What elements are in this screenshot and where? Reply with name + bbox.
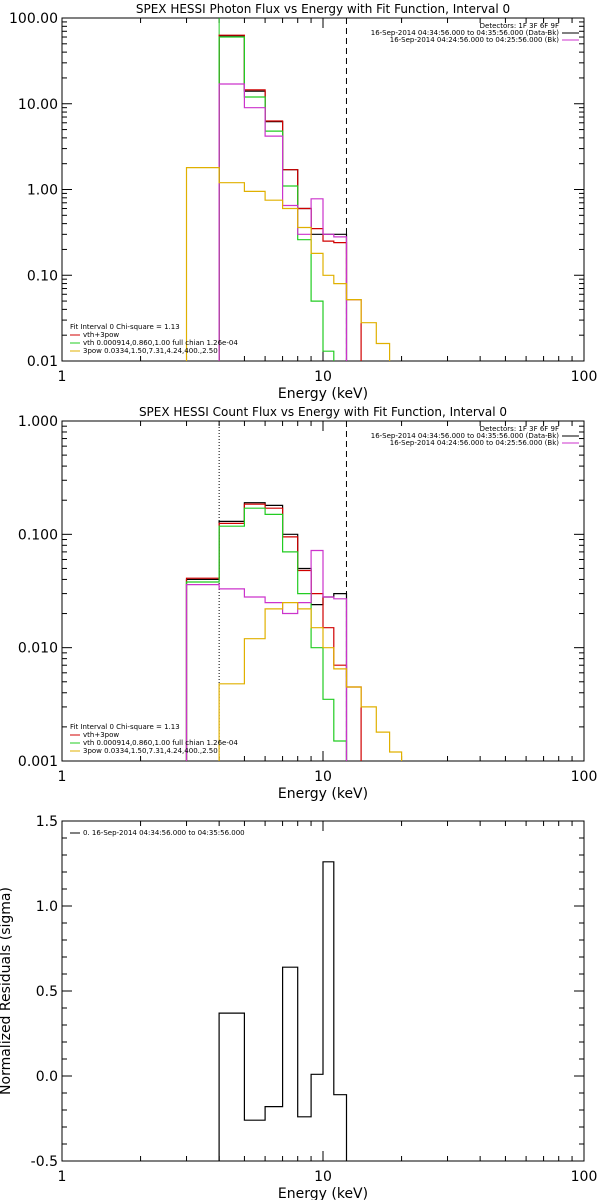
series-black-step — [218, 861, 348, 1161]
chart-residuals: 1 10 100 1.5 1.0 0.5 0.0 -0.5 Energy (keV) Normal… — [0, 814, 598, 1202]
legend-entry: 3pow 0.0334,1.50,7.31,4.24,400.,2.50 — [83, 347, 218, 355]
legend-entry: 3pow 0.0334,1.50,7.31,4.24,400.,2.50 — [83, 747, 218, 755]
x-tick-label: 1 — [58, 769, 67, 785]
chart-title: SPEX HESSI Count Flux vs Energy with Fit… — [139, 405, 507, 419]
legend-entry: vth+3pow — [83, 331, 119, 339]
header-text: 16-Sep-2014 04:34:56.000 to 04:35:56.000… — [371, 29, 560, 37]
series-yellow-step — [218, 602, 403, 761]
legend-entry: vth+3pow — [83, 731, 119, 739]
x-axis-label: Energy (keV) — [278, 1186, 368, 1200]
header-text: Detectors: 1F 3F 6F 9F — [480, 425, 559, 433]
y-tick-label: 10.00 — [18, 97, 58, 113]
header-text: 16-Sep-2014 04:24:56.000 to 04:25:56.000… — [390, 439, 560, 447]
legend-title: Fit Interval 0 Chi-square = 1.13 — [70, 723, 180, 731]
y-tick-label: 1.00 — [27, 183, 58, 199]
series-yellow-step — [185, 167, 391, 361]
x-tick-label: 100 — [571, 1169, 598, 1185]
x-tick-label: 100 — [571, 769, 598, 785]
series-green-step — [185, 507, 348, 761]
header-text: Detectors: 1F 3F 6F 9F — [480, 22, 559, 30]
plot-area — [218, 861, 348, 1161]
chart-title: SPEX HESSI Photon Flux vs Energy with Fi… — [136, 2, 510, 16]
y-tick-label: 1.5 — [36, 814, 58, 830]
header-text: 16-Sep-2014 04:34:56.000 to 04:35:56.000… — [371, 432, 560, 440]
plot-area — [185, 421, 403, 761]
legend-entry: vth 0.000914,0.860,1.00 full chian 1.26e… — [83, 339, 238, 347]
y-tick-label: 1.0 — [36, 899, 58, 915]
series-magenta-step — [185, 549, 348, 761]
chart-photon: 1 10 100 100.00 10.00 1.00 0.10 0.01 SPEX HESSI … — [9, 2, 597, 402]
y-tick-label: 0.0 — [36, 1069, 58, 1085]
y-tick-label: -0.5 — [31, 1154, 58, 1170]
y-tick-label: 0.001 — [18, 754, 58, 770]
y-tick-label: 0.10 — [27, 268, 58, 284]
series-red-step — [185, 503, 362, 761]
x-axis-label: Energy (keV) — [278, 786, 368, 802]
x-tick-label: 10 — [314, 1169, 332, 1185]
x-tick-label: 10 — [314, 369, 332, 385]
y-tick-label: 1.000 — [18, 414, 58, 430]
legend-title: Fit Interval 0 Chi-square = 1.13 — [70, 323, 180, 331]
y-tick-label: 100.00 — [9, 11, 58, 27]
header-text: 16-Sep-2014 04:24:56.000 to 04:25:56.000… — [390, 36, 560, 44]
chart-count: 1 10 100 1.000 0.100 0.010 0.001 SPEX HESSI Cou… — [18, 405, 597, 802]
x-tick-label: 10 — [314, 769, 332, 785]
y-tick-label: 0.010 — [18, 641, 58, 657]
legend-entry: 0. 16-Sep-2014 04:34:56.000 to 04:35:56.… — [83, 829, 245, 837]
y-tick-label: 0.100 — [18, 527, 58, 543]
x-tick-label: 1 — [58, 369, 67, 385]
x-tick-label: 100 — [571, 369, 598, 385]
y-axis-label: Normalized Residuals (sigma) — [0, 887, 14, 1095]
y-tick-label: 0.5 — [36, 984, 58, 1000]
plot-area — [185, 18, 391, 361]
y-tick-label: 0.01 — [27, 354, 58, 370]
series-red-step — [218, 34, 362, 361]
x-tick-label: 1 — [58, 1169, 67, 1185]
x-axis-label: Energy (keV) — [278, 386, 368, 402]
legend-entry: vth 0.000914,0.860,1.00 full chian 1.26e… — [83, 739, 238, 747]
